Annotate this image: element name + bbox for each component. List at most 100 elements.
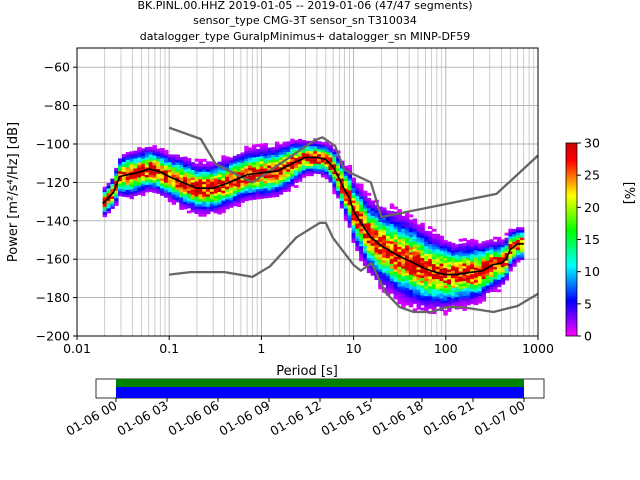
density-cell	[225, 201, 230, 205]
density-cell	[282, 141, 288, 145]
density-cell	[450, 255, 456, 259]
density-cell	[336, 190, 341, 194]
density-cell	[424, 270, 429, 274]
density-cell	[493, 274, 498, 277]
density-cell	[378, 221, 383, 225]
density-cell	[424, 260, 429, 264]
density-cell	[424, 288, 429, 292]
density-cell	[496, 246, 502, 250]
density-cell	[389, 223, 395, 227]
density-cell	[420, 282, 425, 286]
y-axis-ticks: −200−180−160−140−120−100−80−60	[36, 60, 77, 344]
density-cell	[190, 194, 196, 198]
density-cell	[148, 154, 154, 158]
density-cell	[489, 261, 494, 265]
density-cell	[167, 199, 173, 203]
density-cell	[393, 219, 399, 222]
density-cell	[343, 173, 349, 177]
density-cell	[362, 200, 368, 204]
density-cell	[263, 175, 268, 179]
density-cell	[271, 189, 276, 193]
density-cell	[324, 176, 330, 180]
density-cell	[481, 253, 487, 257]
density-cell	[294, 167, 299, 171]
density-cell	[389, 206, 395, 209]
density-cell	[125, 179, 131, 183]
density-cell	[378, 258, 383, 262]
density-cell	[167, 164, 173, 168]
density-cell	[129, 168, 134, 172]
density-cell	[374, 267, 379, 271]
density-cell	[244, 153, 249, 157]
density-cell	[420, 250, 425, 254]
density-cell	[294, 180, 299, 183]
density-cell	[343, 165, 349, 169]
density-cell	[160, 147, 165, 151]
density-cell	[493, 249, 498, 253]
density-cell	[248, 155, 253, 158]
density-cell	[156, 161, 161, 164]
density-cell	[366, 247, 372, 251]
density-cell	[393, 226, 399, 230]
density-cell	[393, 263, 399, 267]
density-cell	[362, 208, 368, 212]
density-cell	[183, 176, 188, 180]
density-cell	[450, 297, 456, 301]
density-cell	[435, 288, 441, 292]
density-cell	[477, 300, 483, 304]
density-cell	[466, 284, 471, 288]
density-cell	[106, 205, 111, 209]
density-cell	[347, 177, 353, 181]
density-cell	[167, 196, 173, 200]
density-cell	[320, 174, 326, 178]
density-cell	[355, 213, 360, 217]
density-cell	[439, 285, 444, 289]
density-cell	[336, 160, 341, 164]
density-cell	[140, 180, 146, 184]
density-cell	[435, 238, 441, 242]
density-cell	[186, 158, 192, 161]
density-cell	[351, 220, 356, 223]
density-cell	[156, 186, 161, 189]
density-cell	[255, 188, 261, 192]
density-cell	[389, 290, 395, 294]
density-cell	[290, 166, 295, 170]
density-cell	[125, 187, 131, 190]
density-cell	[263, 192, 268, 196]
density-cell	[500, 251, 506, 255]
density-cell	[473, 257, 479, 261]
density-cell	[424, 230, 429, 234]
density-cell	[393, 293, 399, 297]
density-cell	[359, 245, 364, 249]
density-cell	[500, 246, 506, 250]
density-cell	[466, 245, 471, 248]
density-cell	[332, 166, 337, 170]
density-cell	[125, 157, 131, 160]
density-cell	[186, 195, 192, 199]
density-cell	[462, 270, 467, 274]
density-cell	[382, 227, 387, 231]
density-cell	[397, 273, 402, 277]
density-cell	[213, 177, 219, 181]
density-cell	[355, 210, 360, 214]
density-cell	[428, 298, 433, 302]
density-cell	[317, 143, 322, 147]
density-cell	[343, 195, 349, 199]
density-cell	[240, 177, 245, 181]
density-cell	[232, 180, 238, 184]
density-cell	[282, 176, 288, 180]
density-cell	[450, 265, 456, 269]
density-cell	[431, 298, 437, 302]
x-axis-label: Period [s]	[276, 364, 338, 379]
density-cell	[255, 168, 261, 172]
density-cell	[347, 182, 353, 186]
density-cell	[236, 179, 242, 182]
density-cell	[259, 148, 265, 152]
density-cell	[481, 296, 487, 300]
density-cell	[137, 157, 142, 161]
density-cell	[458, 281, 464, 285]
density-cell	[355, 230, 360, 234]
density-cell	[347, 212, 353, 216]
density-cell	[466, 247, 471, 251]
density-cell	[462, 255, 467, 259]
